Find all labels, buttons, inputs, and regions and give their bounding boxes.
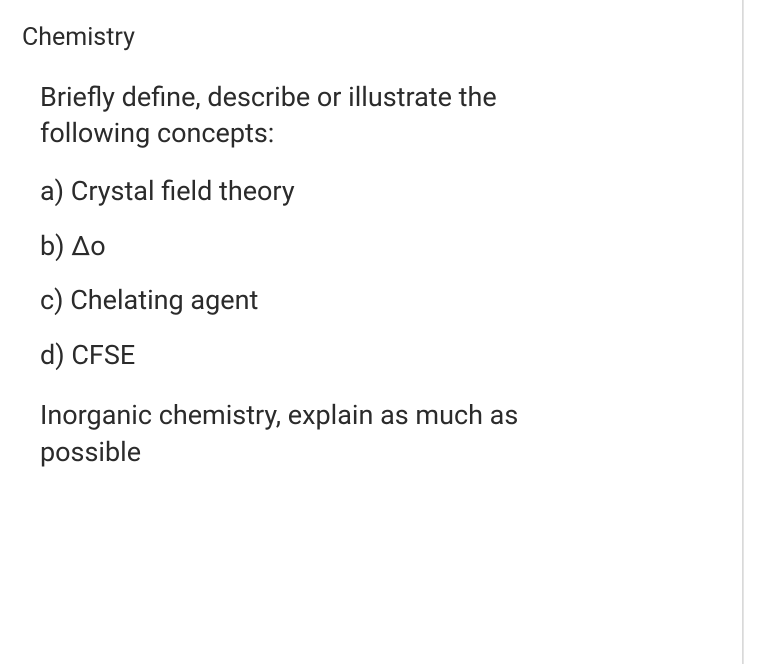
question-content: Briefly define, describe or illustrate t… [22,79,712,471]
footer-note: Inorganic chemistry, explain as much as … [40,397,600,470]
list-item: b) Δo [40,228,712,264]
document-page: Chemistry Briefly define, describe or il… [0,0,743,664]
list-item: a) Crystal field theory [40,173,712,209]
scrollbar-track[interactable] [743,0,770,664]
list-item: d) CFSE [40,337,712,373]
list-item: c) Chelating agent [40,282,712,318]
subject-heading: Chemistry [22,22,712,55]
question-prompt: Briefly define, describe or illustrate t… [40,79,600,152]
